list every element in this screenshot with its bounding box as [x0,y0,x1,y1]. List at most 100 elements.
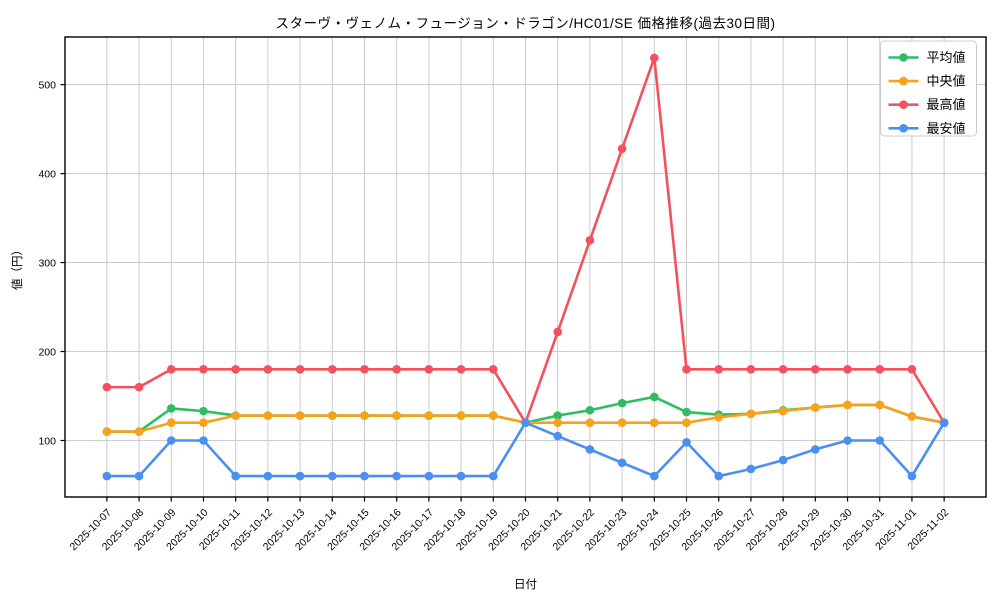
series-marker-max [102,382,112,392]
x-axis-label: 日付 [514,579,537,591]
legend-item-median: 中央値 [888,74,966,89]
series-marker-max [811,365,820,374]
series-marker-min [231,471,240,481]
series-marker-median [263,411,273,420]
series-marker-median [617,418,627,428]
series-marker-median [102,427,112,436]
legend-item-min: 最安値 [888,121,966,136]
series-marker-median [875,400,885,410]
series-marker-median [424,411,434,420]
series-marker-min [392,471,401,481]
legend-item-avg: 平均値 [888,50,966,65]
series-marker-min [295,471,305,481]
series-marker-median [553,418,563,428]
series-marker-max [488,365,498,374]
series-marker-min [682,437,691,447]
series-marker-min [746,464,756,474]
series-marker-max [263,365,273,374]
series-marker-max [424,365,434,374]
legend-label-min: 最安値 [927,121,966,136]
series-marker-min [617,458,627,468]
series-marker-min [843,436,852,445]
y-tick-label: 400 [38,168,56,180]
series-min [102,418,949,481]
series-marker-median [166,418,176,428]
series-marker-max [392,365,401,374]
series-marker-median [327,411,337,420]
series-marker-median [295,411,305,420]
series-marker-min [327,471,337,481]
series-marker-min [102,471,112,481]
series-marker-median [360,411,369,420]
legend-label-median: 中央値 [927,74,966,89]
legend-marker-max [899,100,908,109]
series-marker-max [585,236,595,245]
series-marker-max [231,365,240,374]
series-marker-median [714,413,724,422]
series-marker-median [585,418,595,428]
series-marker-max [778,365,788,374]
series-marker-min [263,471,273,481]
series-marker-min [521,418,530,428]
series-median [102,400,949,436]
legend-marker-avg [899,53,908,62]
series-marker-median [134,427,144,436]
series-marker-median [778,406,788,416]
series-marker-max [682,365,691,374]
y-tick-label: 500 [38,79,56,91]
series-marker-avg [166,404,176,413]
series-marker-median [392,411,401,420]
series-marker-max [199,365,208,374]
series-marker-max [295,365,305,374]
series-marker-min [360,471,369,481]
axis-tick-labels: 2025-10-072025-10-082025-10-092025-10-10… [38,79,951,553]
series-marker-max [875,365,885,374]
series-marker-max [327,365,337,374]
series-marker-median [746,409,756,419]
series-marker-max [650,53,659,63]
series-marker-max [843,365,852,374]
legend-box [880,40,977,137]
series-marker-max [907,365,917,374]
series-marker-min [875,436,885,445]
series-marker-max [714,365,724,374]
series-marker-min [553,431,563,441]
y-tick-label: 300 [38,257,56,269]
axis-ticks [60,84,945,502]
series-marker-median [199,418,208,428]
series-marker-median [843,400,852,410]
series-marker-median [682,418,691,428]
series-marker-max [134,382,144,392]
series-marker-max [456,365,466,374]
series-marker-min [585,445,595,454]
series-marker-min [488,471,498,481]
legend-marker-median [899,76,908,86]
series-marker-max [617,144,627,153]
y-tick-label: 100 [38,435,56,447]
series-marker-median [907,412,917,421]
series-marker-avg [553,411,563,420]
series-marker-min [907,471,917,481]
series-marker-min [424,471,434,481]
series-marker-median [231,411,240,420]
legend-label-avg: 平均値 [927,50,966,65]
series-marker-median [650,418,659,428]
series-marker-min [456,471,466,481]
series-marker-avg [617,398,627,408]
legend-label-max: 最高値 [927,97,966,112]
series-marker-min [778,455,788,465]
series-marker-min [199,436,208,445]
series-marker-min [939,418,949,428]
y-tick-label: 200 [38,346,56,358]
series-marker-max [166,365,176,374]
series-marker-min [811,445,820,454]
chart-title: スターヴ・ヴェノム・フュージョン・ドラゴン/HC01/SE 価格推移(過去30日… [275,16,776,31]
series-marker-max [553,327,563,337]
series-marker-median [811,403,820,412]
series-marker-max [746,365,756,374]
series-marker-median [456,411,466,420]
series-marker-min [166,436,176,445]
